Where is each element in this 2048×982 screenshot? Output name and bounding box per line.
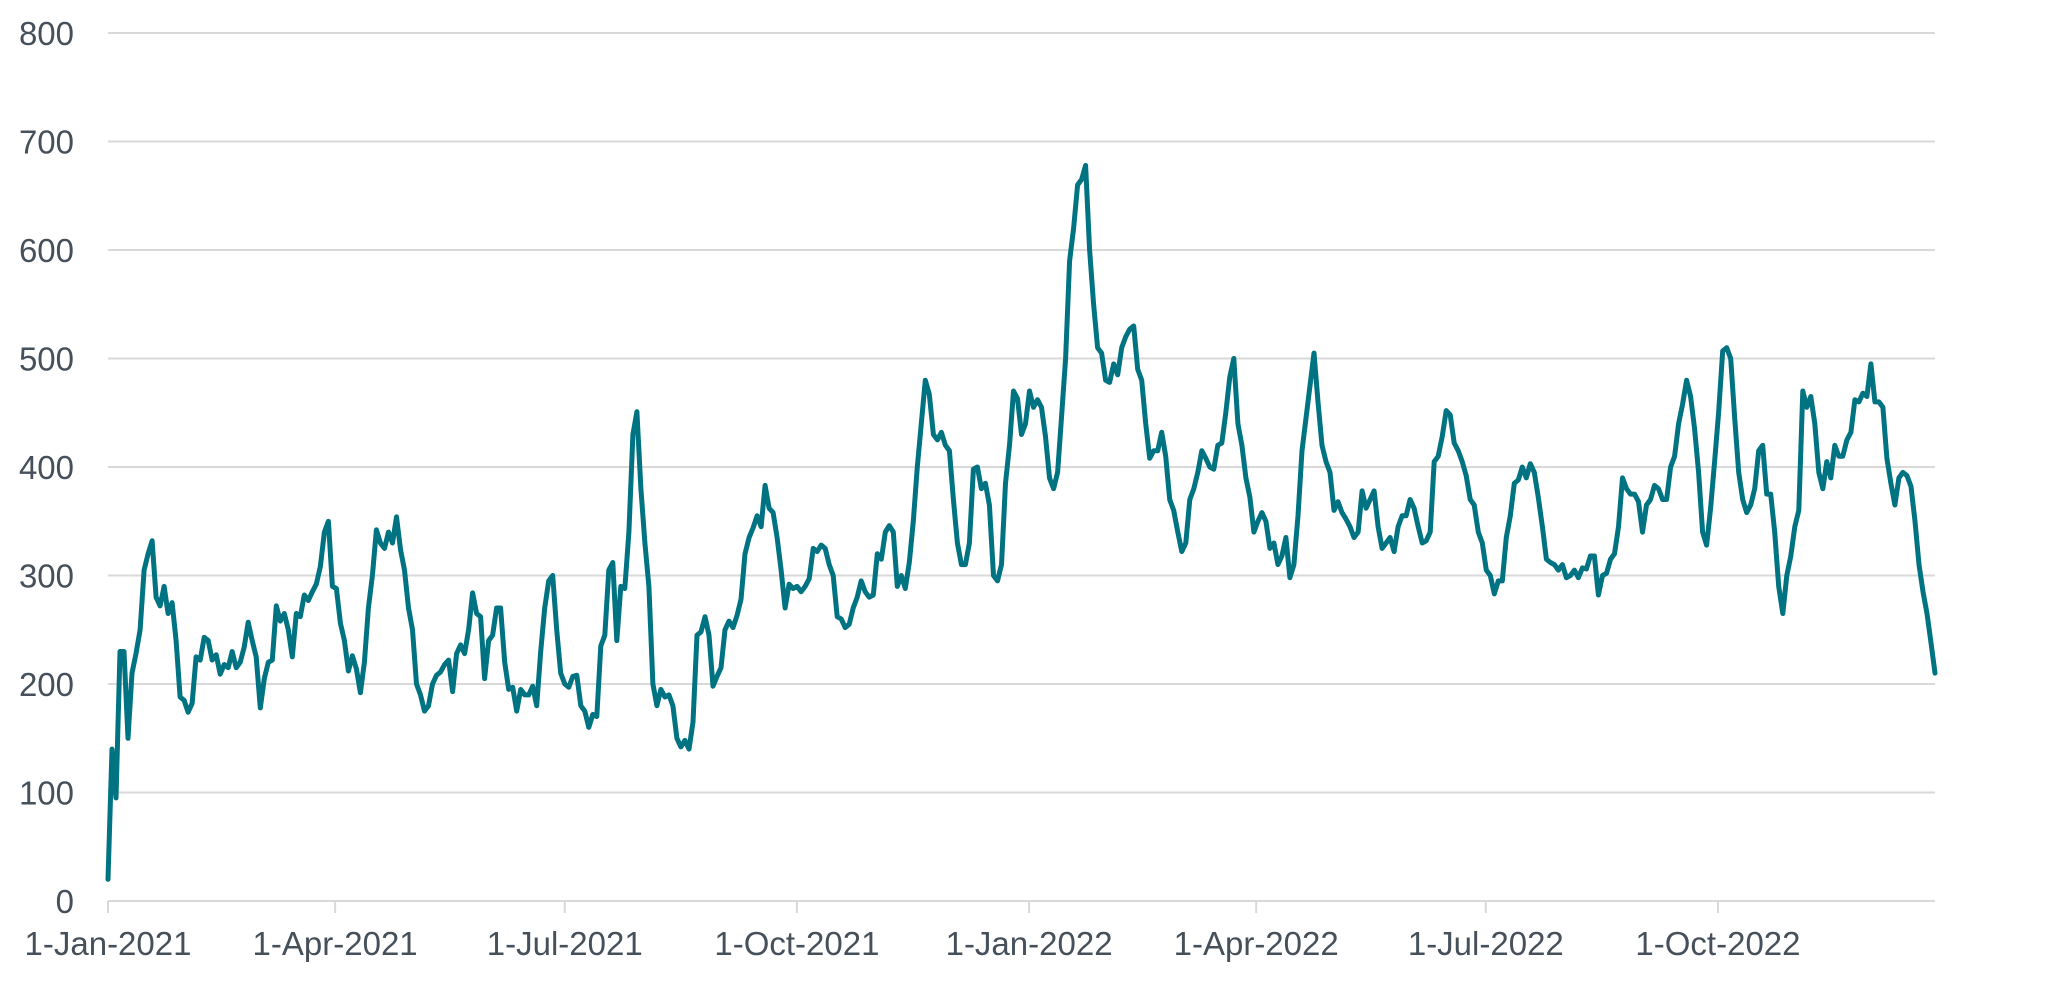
x-tick-label: 1-Jan-2021 [25,925,192,962]
x-tick-label: 1-Oct-2022 [1635,925,1800,962]
y-tick-label: 800 [19,15,74,52]
y-tick-label: 400 [19,449,74,486]
y-tick-label: 200 [19,666,74,703]
x-tick-label: 1-Oct-2021 [714,925,879,962]
gridlines [108,32,1935,902]
x-tick-label: 1-Apr-2022 [1174,925,1339,962]
x-tick-label: 1-Apr-2021 [253,925,418,962]
series-line [105,162,1938,882]
y-tick-label: 500 [19,341,74,378]
y-tick-label: 700 [19,124,74,161]
x-tick-label: 1-Jul-2021 [487,925,643,962]
x-tick-label: 1-Jul-2022 [1408,925,1564,962]
x-axis: 1-Jan-2021 1-Apr-2021 1-Jul-2021 1-Oct-2021… [25,901,1801,962]
x-tick-label: 1-Jan-2022 [946,925,1113,962]
y-axis: 0 100 200 300 400 500 600 700 800 [19,15,74,920]
y-tick-label: 600 [19,232,74,269]
series-lines [105,162,1938,882]
y-tick-label: 300 [19,558,74,595]
y-tick-label: 100 [19,775,74,812]
y-tick-label: 0 [56,883,74,920]
